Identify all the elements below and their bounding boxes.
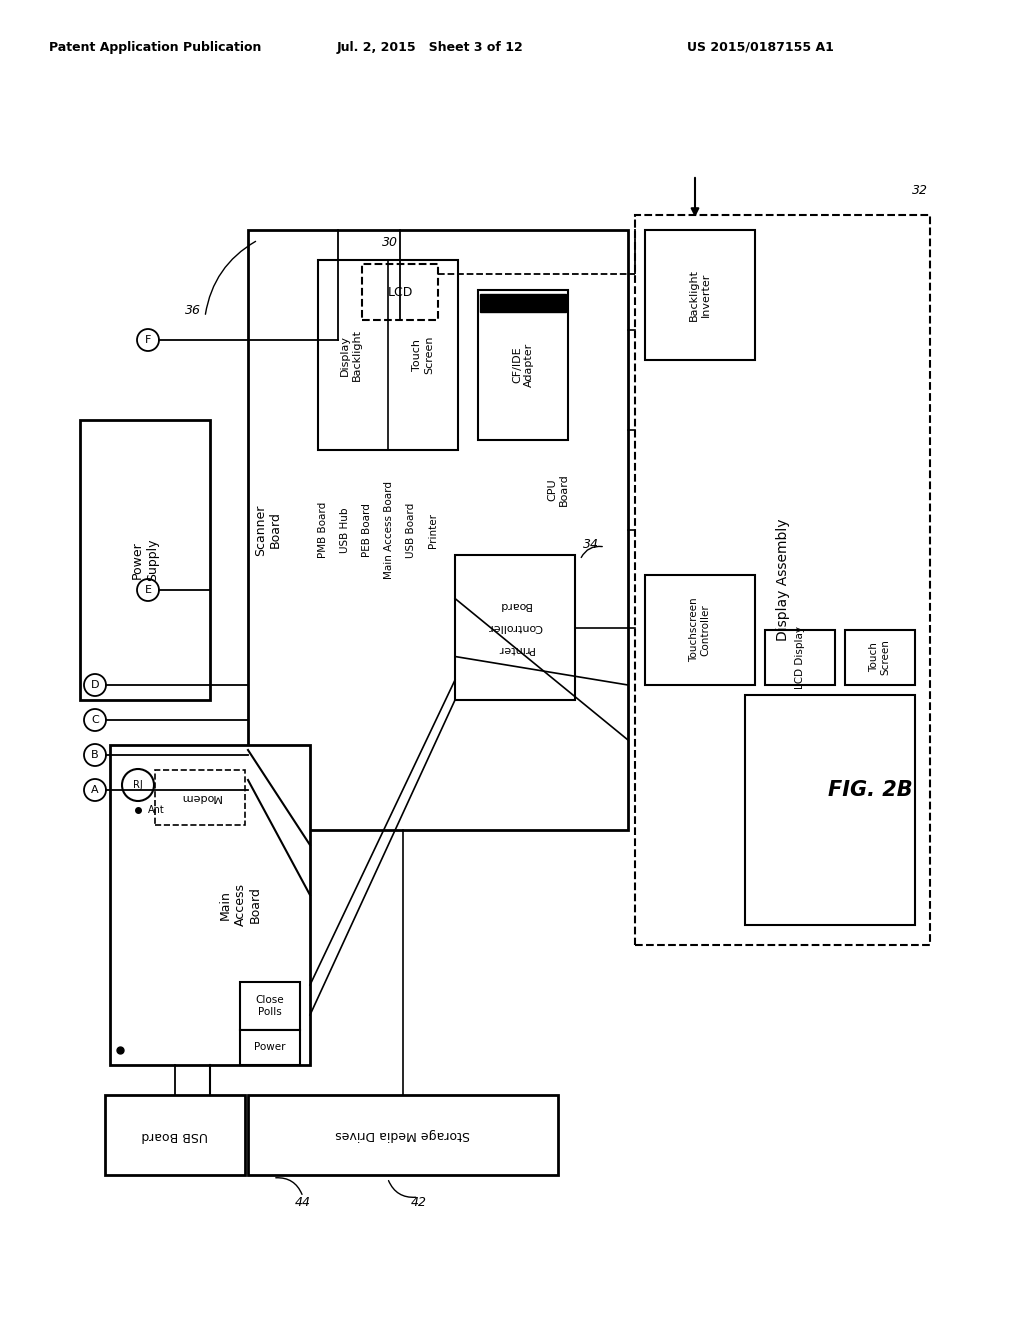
Text: Printer: Printer [497,644,534,655]
Bar [362,264,438,319]
Text: Ant: Ant [148,805,165,814]
Text: USB Board: USB Board [141,1129,208,1142]
Text: USB Hub: USB Hub [340,507,350,553]
Text: B: B [91,750,98,760]
Text: Main Access Board: Main Access Board [384,480,394,579]
Text: Patent Application Publication: Patent Application Publication [49,41,261,54]
Text: Touch
Screen: Touch Screen [869,640,891,676]
Text: Close
Polls: Close Polls [256,995,285,1016]
Text: 36: 36 [185,304,201,317]
Text: Storage Media Drives: Storage Media Drives [336,1129,470,1142]
Text: Main
Access
Board: Main Access Board [218,883,261,927]
Text: Power: Power [254,1043,286,1052]
Bar [645,230,755,360]
Text: Display Assembly: Display Assembly [775,519,790,642]
Text: Jul. 2, 2015   Sheet 3 of 12: Jul. 2, 2015 Sheet 3 of 12 [337,41,523,54]
Text: FIG. 2B: FIG. 2B [827,780,912,800]
Bar [110,744,310,1065]
Bar [478,290,568,440]
Text: 34: 34 [583,539,599,552]
Bar [248,230,628,830]
Text: 32: 32 [912,183,928,197]
Text: D: D [91,680,99,690]
Text: PMB Board: PMB Board [318,502,328,558]
Text: LCD: LCD [387,285,413,298]
Bar [645,576,755,685]
Bar [240,1030,300,1065]
Text: Power
Supply: Power Supply [131,539,159,581]
Text: CF/IDE
Adapter: CF/IDE Adapter [512,343,534,387]
Text: Modem: Modem [179,792,220,803]
Text: 44: 44 [295,1196,311,1209]
Text: Touchscreen
Controller: Touchscreen Controller [689,598,711,663]
Text: A: A [91,785,98,795]
Text: Printer: Printer [428,512,438,548]
Text: Backlight
Inverter: Backlight Inverter [689,269,711,321]
Bar [105,1096,245,1175]
Text: Board: Board [499,601,531,610]
Text: F: F [144,335,152,345]
Text: US 2015/0187155 A1: US 2015/0187155 A1 [686,41,834,54]
Bar [745,696,915,925]
Text: Scanner
Board: Scanner Board [254,504,282,556]
Bar [845,630,915,685]
Bar [240,982,300,1030]
Text: 42: 42 [411,1196,427,1209]
Bar [318,260,458,450]
Text: Touch
Screen: Touch Screen [413,335,434,375]
Text: LCD Display: LCD Display [795,626,805,689]
Bar [155,770,245,825]
Bar [480,294,566,312]
Text: E: E [144,585,152,595]
Bar [765,630,835,685]
Bar [455,554,575,700]
Bar [248,1096,558,1175]
Bar [80,420,210,700]
Text: CPU
Board: CPU Board [547,474,568,507]
Text: 30: 30 [382,235,398,248]
Text: USB Board: USB Board [406,503,416,557]
Text: Controller: Controller [487,623,543,632]
Text: PEB Board: PEB Board [362,503,372,557]
Text: C: C [91,715,99,725]
Text: RJ: RJ [133,780,143,789]
Text: Display
Backlight: Display Backlight [340,329,361,381]
Bar [635,215,930,945]
